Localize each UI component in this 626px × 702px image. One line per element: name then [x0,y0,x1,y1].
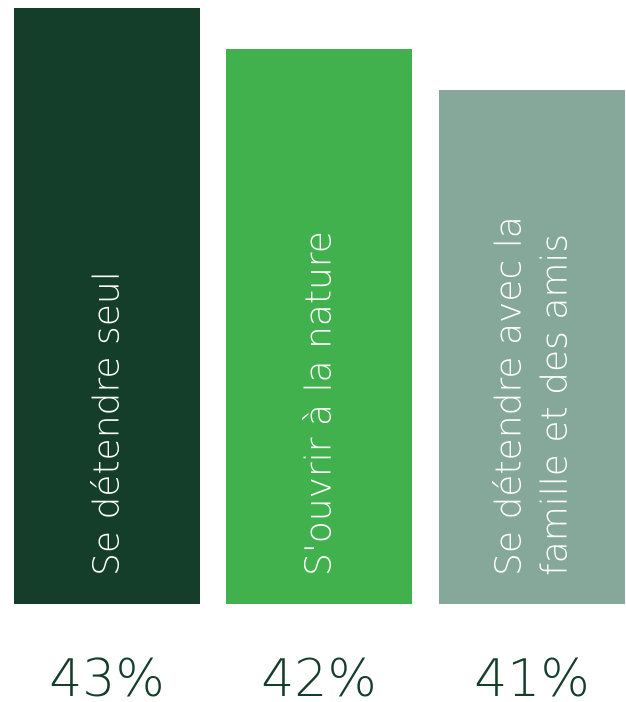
bar-label-3-line-2: famille et des amis [535,234,576,576]
bar-label-group-3: Se détendre avec la famille et des amis [489,216,576,576]
bar-label-group-1: Se détendre seul [87,271,128,576]
bar-label-group-2: S'ouvrir à la nature [299,231,340,576]
bar-1 [14,8,200,604]
value-label-2: 42% [261,649,377,702]
value-label-1: 43% [49,649,165,702]
bar-3 [439,90,625,604]
bar-2 [226,49,412,604]
bar-label-1: Se détendre seul [87,271,128,576]
bar-label-3-line-1: Se détendre avec la [489,216,530,576]
bar-label-2: S'ouvrir à la nature [299,231,340,576]
value-label-3: 41% [474,649,590,702]
